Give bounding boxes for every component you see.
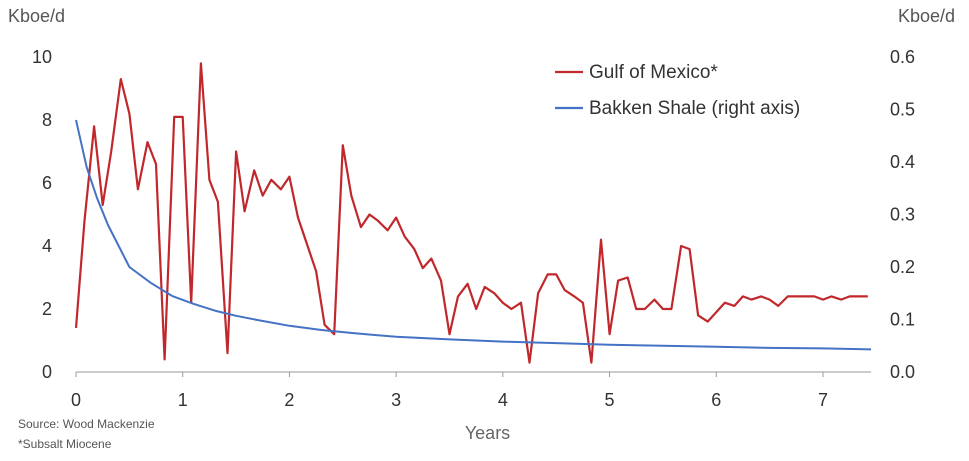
x-tick-label: 5	[605, 390, 615, 410]
series-line-bakken-shale	[75, 119, 872, 351]
x-tick-label: 7	[818, 390, 828, 410]
legend: Gulf of Mexico* Bakken Shale (right axis)	[555, 62, 800, 119]
right-y-tick-label: 0.1	[890, 310, 915, 330]
right-y-tick-label: 0.5	[890, 100, 915, 120]
right-y-tick-label: 0.3	[890, 205, 915, 225]
left-y-tick-label: 6	[42, 173, 52, 193]
footnote: *Subsalt Miocene	[18, 437, 112, 451]
left-y-tick-label: 8	[42, 110, 52, 130]
x-tick-label: 2	[284, 390, 294, 410]
left-y-tick-label: 2	[42, 299, 52, 319]
axis-layer: 0 1 2 3 4 5 6 7 0 2 4 6 8 10 0.0 0.1 0.2 0.3 0.4 0.5 0.6 Year…	[32, 47, 915, 443]
right-axis-unit: Kboe/d	[897, 6, 955, 26]
left-y-tick-label: 10	[32, 47, 52, 67]
right-y-tick-label: 0.0	[890, 362, 915, 382]
legend-label: Gulf of Mexico*	[589, 62, 718, 83]
x-tick-label: 1	[178, 390, 188, 410]
x-tick-label: 0	[71, 390, 81, 410]
left-y-tick-label: 0	[42, 362, 52, 382]
x-tick-label: 6	[711, 390, 721, 410]
series-layer	[74, 62, 872, 364]
right-y-tick-label: 0.2	[890, 257, 915, 277]
x-tick-label: 4	[498, 390, 508, 410]
series-line-gulf-of-mexico	[74, 62, 868, 364]
left-y-tick-label: 4	[42, 236, 52, 256]
source-note: Source: Wood Mackenzie	[18, 417, 155, 431]
left-axis-unit: Kboe/d	[8, 6, 66, 26]
x-axis-title: Years	[465, 423, 510, 443]
x-tick-label: 3	[391, 390, 401, 410]
legend-label: Bakken Shale (right axis)	[589, 98, 800, 119]
right-y-tick-label: 0.6	[890, 47, 915, 67]
right-y-tick-label: 0.4	[890, 152, 915, 172]
